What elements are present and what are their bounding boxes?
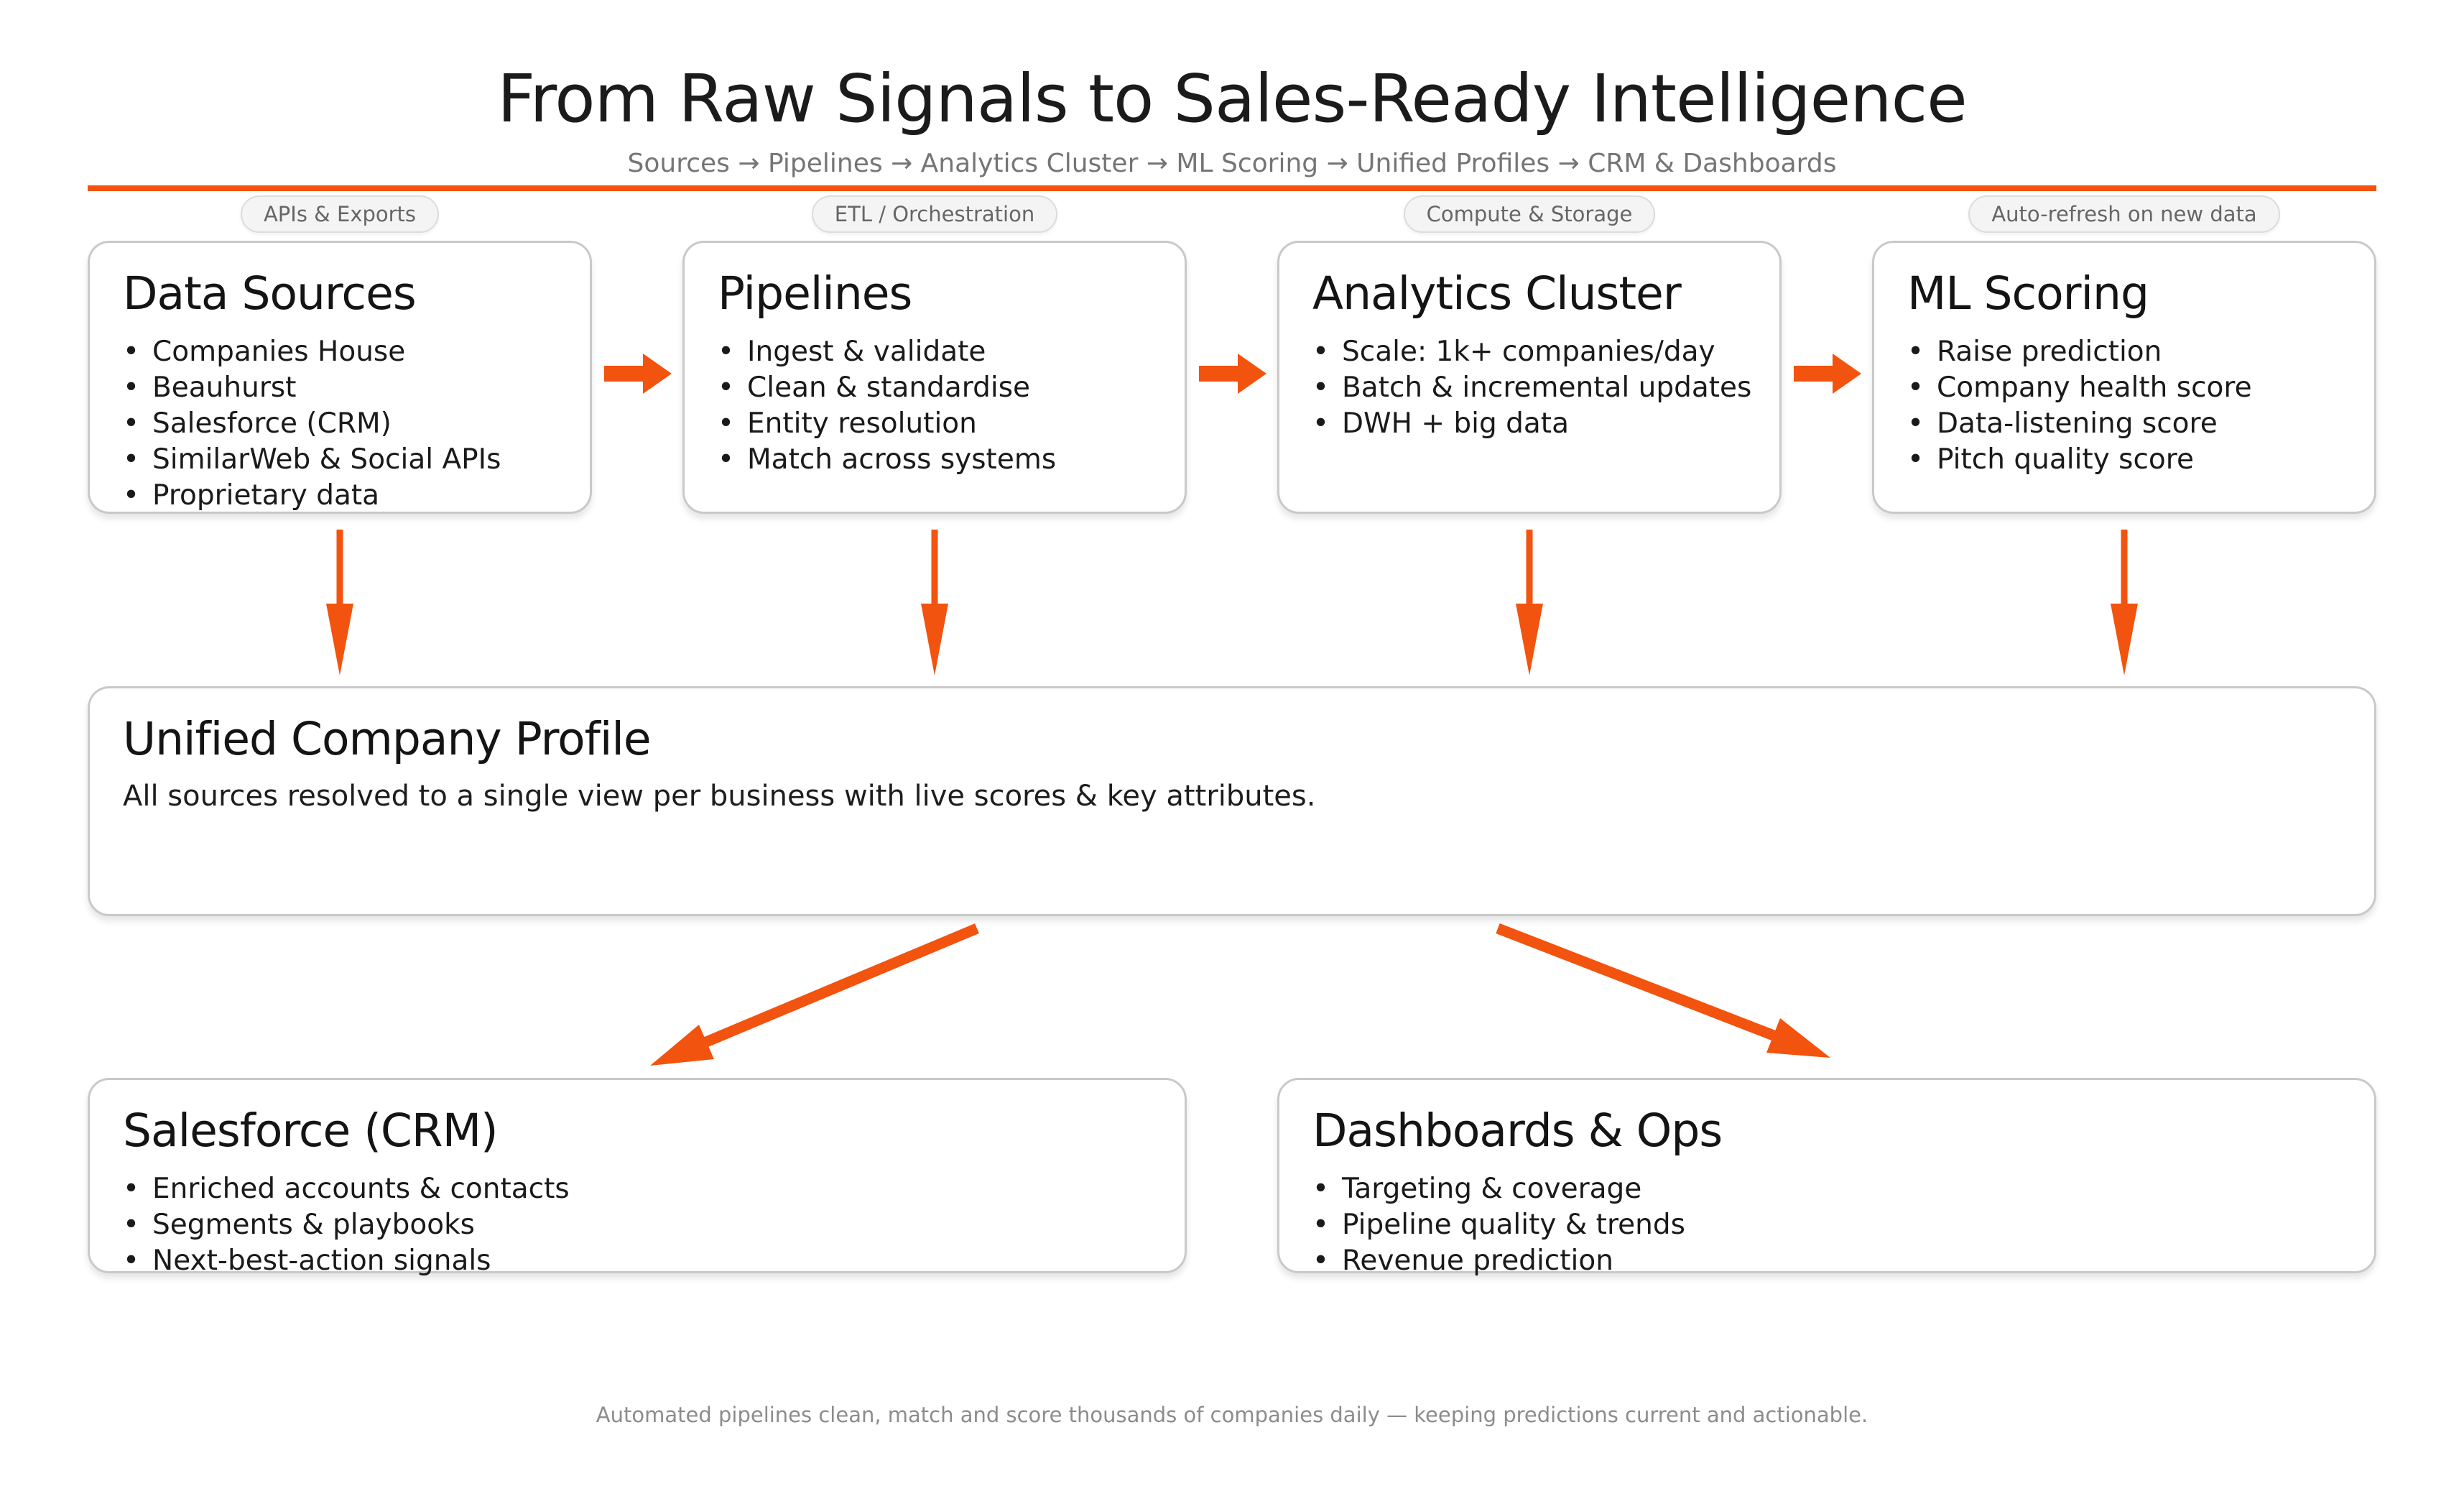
arrow-diagonal-icon (1496, 923, 1830, 1058)
bullet-item: Batch & incremental updates (1312, 370, 1751, 406)
bullet-item: Company health score (1907, 370, 2341, 406)
pill-slot: APIs & Exports (88, 195, 592, 233)
stage-pills-row: APIs & Exports ETL / Orchestration Compu… (88, 195, 2376, 233)
flow-summary: Sources → Pipelines → Analytics Cluster … (627, 149, 1837, 178)
bullet-list: Raise prediction Company health score Da… (1907, 334, 2341, 478)
card-unified-profile: Unified Company Profile All sources reso… (88, 686, 2376, 916)
bullet-list: Enriched accounts & contacts Segments & … (123, 1171, 1152, 1279)
card-title: Data Sources (123, 267, 417, 320)
bullet-item: Beauhurst (123, 370, 557, 406)
card-title: ML Scoring (1907, 267, 2149, 320)
bullet-item: Pitch quality score (1907, 442, 2341, 478)
card-analytics-cluster: Analytics Cluster Scale: 1k+ companies/d… (1277, 241, 1782, 514)
stage-cards-row: Data Sources Companies House Beauhurst S… (88, 241, 2376, 514)
bullet-list: Ingest & validate Clean & standardise En… (718, 334, 1152, 478)
bullet-item: SimilarWeb & Social APIs (123, 442, 557, 478)
bullet-item: Pipeline quality & trends (1312, 1207, 2341, 1243)
bullet-item: Next-best-action signals (123, 1243, 1152, 1279)
bullet-item: Ingest & validate (718, 334, 1152, 370)
bullet-item: Enriched accounts & contacts (123, 1171, 1152, 1207)
pill-apis-exports: APIs & Exports (240, 195, 440, 233)
footer-note: Automated pipelines clean, match and sco… (596, 1403, 1868, 1427)
bullet-item: Revenue prediction (1312, 1243, 2341, 1279)
card-pipelines: Pipelines Ingest & validate Clean & stan… (682, 241, 1187, 514)
bullet-item: Match across systems (718, 442, 1152, 478)
arrow-diagonal-icon (650, 923, 979, 1066)
pill-auto-refresh: Auto-refresh on new data (1968, 195, 2280, 233)
bullet-item: Clean & standardise (718, 370, 1152, 406)
bullet-item: Entity resolution (718, 406, 1152, 442)
card-title: Salesforce (CRM) (123, 1104, 499, 1157)
card-data-sources: Data Sources Companies House Beauhurst S… (88, 241, 592, 514)
bullet-item: Scale: 1k+ companies/day (1312, 334, 1746, 370)
arrow-down-icon (2111, 530, 2138, 675)
accent-divider (88, 185, 2376, 191)
card-title: Dashboards & Ops (1312, 1104, 1723, 1157)
pill-etl-orchestration: ETL / Orchestration (811, 195, 1058, 233)
pill-compute-storage: Compute & Storage (1403, 195, 1656, 233)
arrow-down-icon (1516, 530, 1543, 675)
arrow-down-icon (326, 530, 353, 675)
bullet-item: Targeting & coverage (1312, 1171, 2341, 1207)
bullet-list: Scale: 1k+ companies/day Batch & increme… (1312, 334, 1751, 442)
card-title: Analytics Cluster (1312, 267, 1682, 320)
bullet-item: DWH + big data (1312, 406, 1746, 442)
bullet-item: Companies House (123, 334, 557, 370)
card-title: Unified Company Profile (123, 713, 652, 765)
bullet-list: Targeting & coverage Pipeline quality & … (1312, 1171, 2341, 1279)
bullet-item: Proprietary data (123, 478, 557, 514)
pill-slot: Compute & Storage (1277, 195, 1782, 233)
bullet-item: Raise prediction (1907, 334, 2341, 370)
card-title: Pipelines (718, 267, 912, 320)
pill-slot: ETL / Orchestration (682, 195, 1187, 233)
bullet-item: Segments & playbooks (123, 1207, 1152, 1243)
page-title: From Raw Signals to Sales-Ready Intellig… (497, 60, 1968, 137)
card-salesforce-crm: Salesforce (CRM) Enriched accounts & con… (88, 1078, 1187, 1277)
header: From Raw Signals to Sales-Ready Intellig… (0, 0, 2464, 178)
unified-row: Unified Company Profile All sources reso… (88, 686, 2376, 916)
pill-slot: Auto-refresh on new data (1872, 195, 2376, 233)
outputs-row: Salesforce (CRM) Enriched accounts & con… (88, 1078, 2376, 1277)
unified-description: All sources resolved to a single view pe… (123, 780, 1316, 813)
bullet-item: Data-listening score (1907, 406, 2341, 442)
card-ml-scoring: ML Scoring Raise prediction Company heal… (1872, 241, 2376, 514)
bullet-list: Companies House Beauhurst Salesforce (CR… (123, 334, 557, 514)
bullet-item: Salesforce (CRM) (123, 406, 557, 442)
arrow-down-icon (921, 530, 948, 675)
card-dashboards-ops: Dashboards & Ops Targeting & coverage Pi… (1277, 1078, 2376, 1277)
